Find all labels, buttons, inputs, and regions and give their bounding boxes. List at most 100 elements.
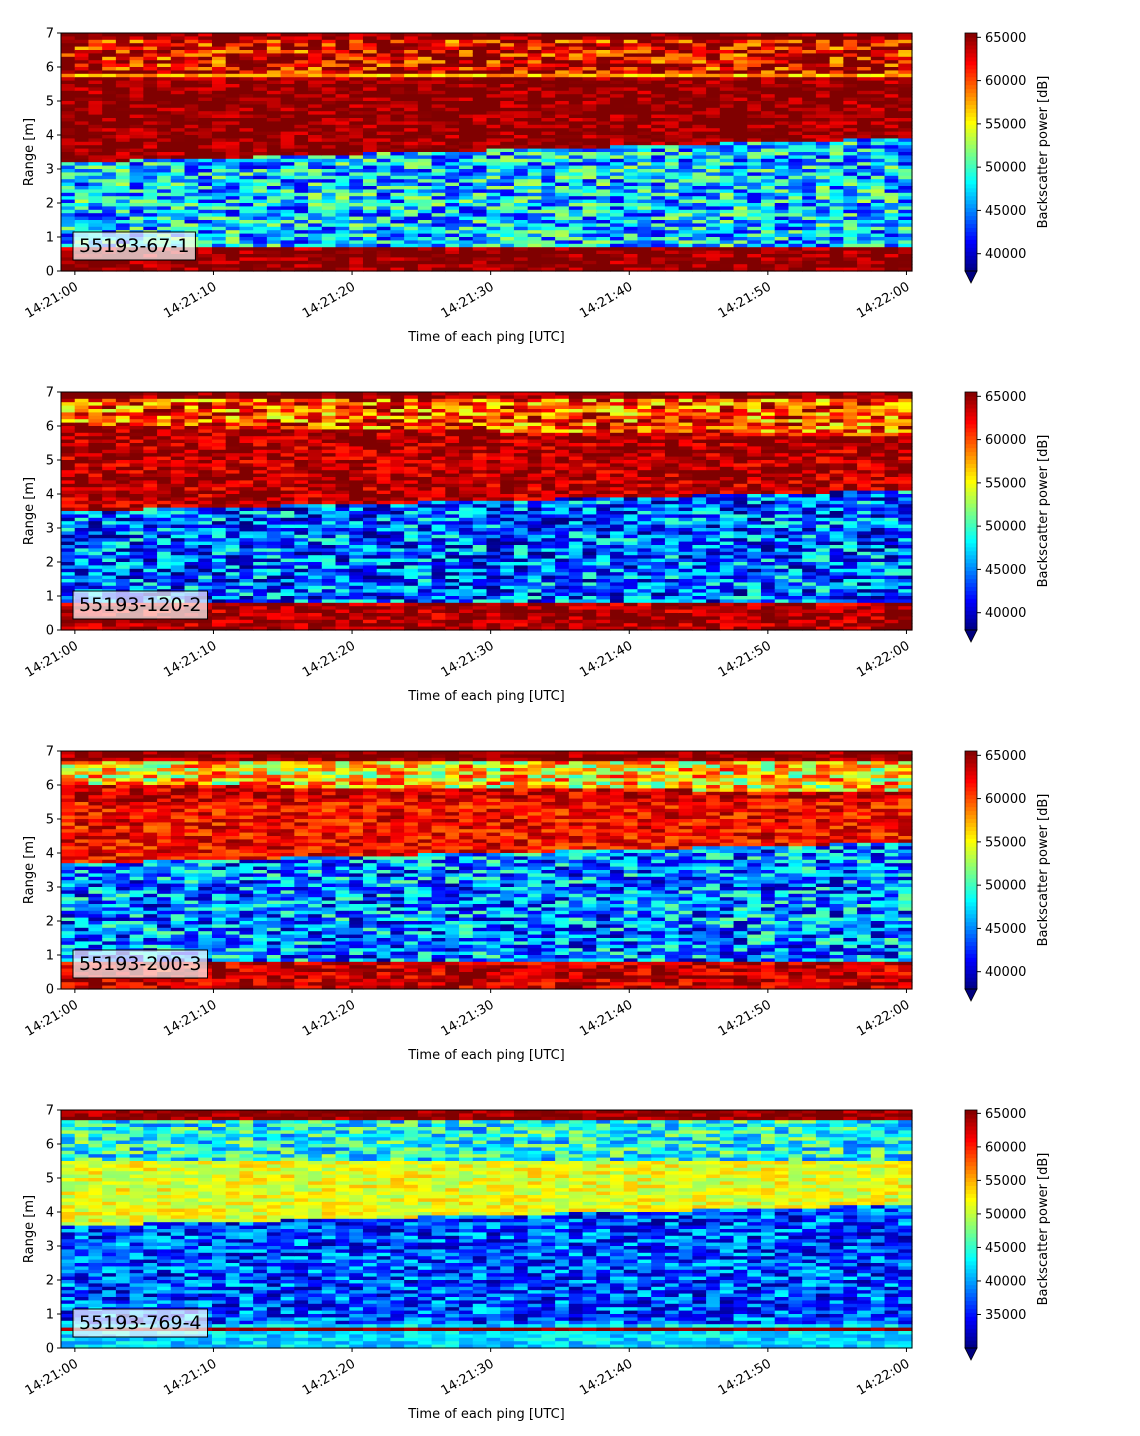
heatmap-cell	[527, 216, 543, 221]
heatmap-cell	[870, 39, 886, 44]
heatmap-cell	[582, 267, 597, 272]
heatmap-cell	[184, 67, 199, 71]
heatmap-cell	[555, 213, 570, 218]
heatmap-cell	[610, 226, 625, 231]
heatmap-cell	[129, 209, 144, 214]
heatmap-cell	[664, 243, 680, 248]
heatmap-cell	[157, 500, 172, 505]
heatmap-cell	[349, 121, 364, 126]
heatmap-cell	[678, 213, 693, 218]
y-tick-label: 5	[46, 95, 54, 110]
heatmap-cell	[829, 216, 844, 221]
heatmap-cell	[815, 203, 831, 207]
heatmap-cell	[664, 43, 680, 48]
heatmap-cell	[500, 80, 515, 85]
heatmap-cell	[610, 216, 625, 221]
heatmap-cell	[280, 145, 295, 150]
heatmap-cell	[651, 60, 666, 65]
heatmap-cell	[143, 111, 158, 116]
heatmap-cell	[747, 220, 762, 224]
heatmap-cell	[884, 250, 899, 255]
heatmap-cell	[362, 114, 378, 119]
heatmap-cell	[308, 237, 323, 241]
heatmap-cell	[349, 63, 364, 68]
heatmap-cell	[294, 94, 309, 99]
heatmap-cell	[555, 124, 570, 129]
heatmap-cell	[431, 209, 446, 214]
heatmap-cell	[541, 169, 556, 173]
heatmap-cell	[431, 196, 446, 201]
heatmap-cell	[61, 131, 76, 136]
heatmap-cell	[74, 46, 90, 51]
heatmap-cell	[513, 53, 529, 58]
heatmap-cell	[349, 94, 364, 99]
heatmap-cell	[308, 247, 323, 252]
heatmap-cell	[582, 73, 597, 78]
heatmap-cell	[335, 203, 350, 207]
heatmap-cell	[815, 196, 831, 201]
heatmap-cell	[692, 101, 707, 105]
colorbar-segment	[965, 40, 977, 46]
heatmap-cell	[829, 43, 844, 48]
heatmap-cell	[582, 216, 597, 221]
heatmap-cell	[143, 264, 158, 269]
heatmap-cell	[541, 203, 556, 207]
heatmap-cell	[74, 514, 90, 519]
heatmap-cell	[211, 141, 227, 146]
heatmap-cell	[157, 70, 172, 75]
heatmap-cell	[61, 589, 76, 594]
heatmap-cell	[335, 70, 350, 75]
heatmap-cell	[815, 260, 831, 265]
heatmap-cell	[472, 101, 488, 105]
heatmap-cell	[266, 33, 282, 37]
heatmap-cell	[788, 226, 803, 231]
heatmap-cell	[253, 43, 268, 48]
heatmap-cell	[623, 237, 639, 241]
heatmap-cell	[280, 213, 295, 218]
heatmap-cell	[74, 84, 90, 88]
heatmap-cell	[129, 131, 144, 136]
heatmap-cell	[129, 138, 144, 143]
heatmap-cell	[404, 107, 419, 112]
heatmap-cell	[102, 70, 117, 75]
heatmap-cell	[472, 118, 488, 122]
heatmap-cell	[102, 131, 117, 136]
heatmap-cell	[541, 220, 556, 224]
heatmap-cell	[610, 73, 625, 78]
heatmap-cell	[802, 250, 817, 255]
heatmap-cell	[555, 46, 570, 51]
heatmap-cell	[61, 50, 76, 54]
heatmap-cell	[637, 243, 652, 248]
heatmap-cell	[568, 186, 584, 190]
heatmap-cell	[884, 209, 899, 214]
heatmap-cell	[719, 220, 735, 224]
heatmap-cell	[898, 80, 913, 85]
heatmap-cell	[157, 409, 172, 413]
heatmap-cell	[459, 124, 474, 129]
heatmap-cell	[637, 216, 652, 221]
heatmap-cell	[88, 118, 103, 122]
heatmap-cell	[308, 63, 323, 68]
heatmap-cell	[253, 80, 268, 85]
heatmap-cell	[170, 165, 186, 170]
heatmap-cell	[815, 216, 831, 221]
heatmap-cell	[802, 254, 817, 258]
heatmap-cell	[802, 199, 817, 204]
heatmap-cell	[692, 145, 707, 150]
heatmap-cell	[170, 53, 186, 58]
heatmap-cell	[253, 267, 268, 272]
heatmap-cell	[459, 182, 474, 187]
heatmap-cell	[390, 104, 405, 109]
heatmap-cell	[815, 80, 831, 85]
heatmap-cell	[280, 189, 295, 194]
heatmap-cell	[143, 402, 158, 407]
heatmap-cell	[555, 94, 570, 99]
heatmap-cell	[74, 507, 90, 512]
heatmap-cell	[88, 175, 103, 180]
heatmap-cell	[761, 50, 776, 54]
heatmap-cell	[129, 453, 144, 458]
heatmap-cell	[157, 182, 172, 187]
heatmap-cell	[239, 131, 254, 136]
heatmap-cell	[376, 33, 392, 37]
heatmap-cell	[678, 111, 693, 116]
